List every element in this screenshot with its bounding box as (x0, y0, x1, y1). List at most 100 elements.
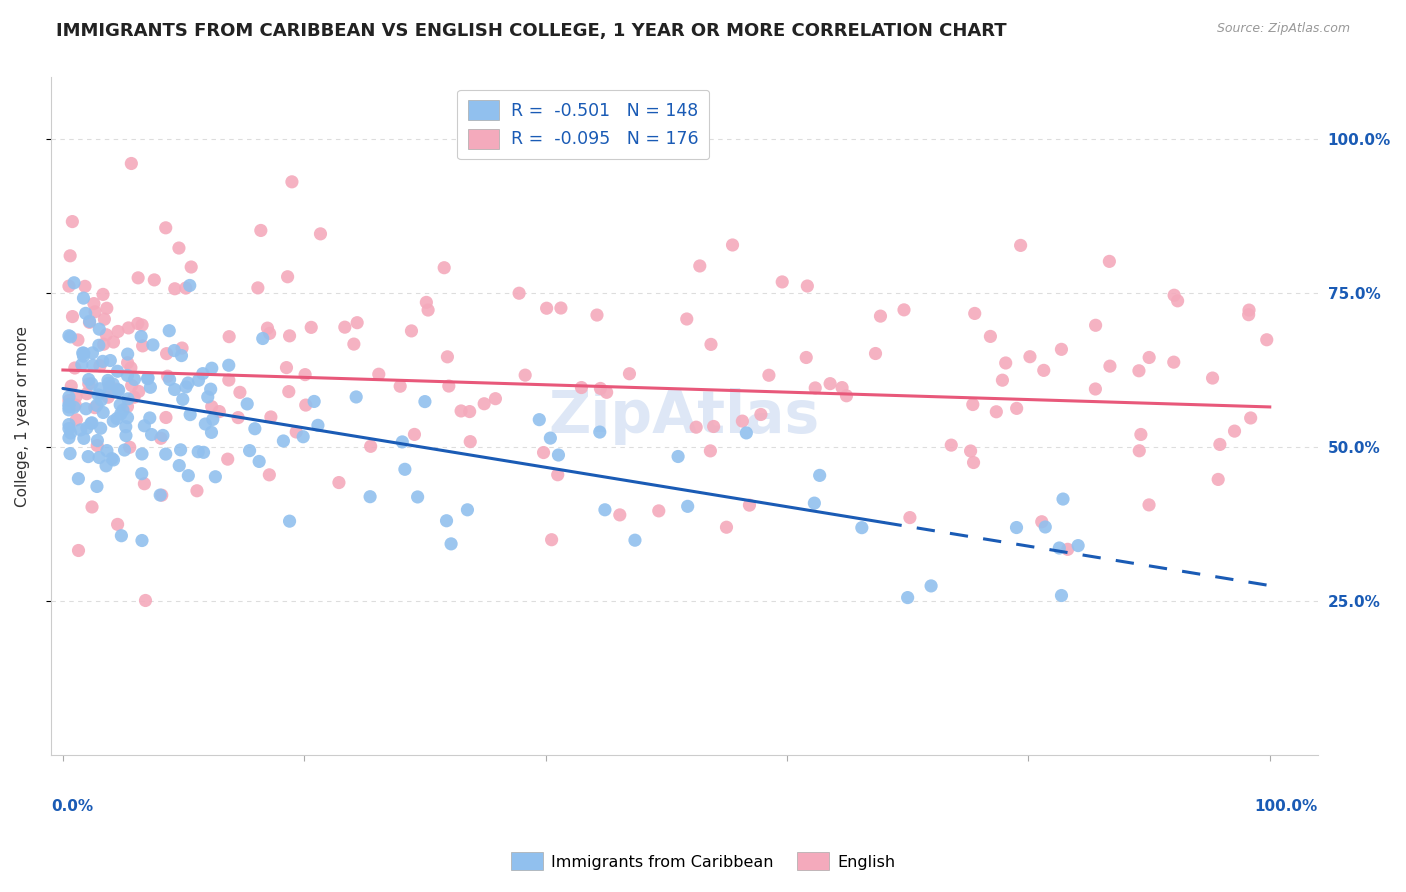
Point (401, 324, 423, 338)
Point (979, 329, 1001, 343)
Point (609, 508, 631, 522)
Point (155, 220, 177, 235)
Point (170, 341, 193, 355)
Point (98, 353, 121, 368)
Point (343, 337, 366, 351)
Point (415, 295, 437, 310)
Point (1019, 350, 1042, 364)
Point (721, 238, 744, 252)
Point (91, 354, 114, 368)
Point (120, 156, 142, 170)
Point (77, 376, 100, 391)
Point (86, 434, 108, 448)
Point (117, 368, 139, 383)
Point (58, 417, 80, 432)
Point (204, 469, 226, 483)
Point (91, 287, 114, 301)
Point (179, 278, 201, 293)
Point (1129, 427, 1152, 442)
Point (124, 372, 146, 386)
Point (276, 360, 298, 375)
Point (1209, 437, 1232, 451)
Text: 0.0%: 0.0% (51, 799, 93, 814)
Point (991, 373, 1014, 387)
Point (96, 301, 118, 316)
Point (70, 358, 93, 372)
Point (472, 397, 495, 411)
Point (1167, 293, 1189, 308)
Point (134, 593, 156, 607)
Point (200, 382, 222, 396)
Point (897, 591, 920, 605)
Point (803, 496, 825, 510)
Point (1050, 343, 1073, 357)
Point (256, 321, 278, 335)
Point (458, 404, 481, 418)
Point (1047, 541, 1070, 555)
Point (243, 422, 266, 436)
Point (163, 282, 186, 296)
Point (127, 270, 149, 285)
Point (808, 468, 831, 483)
Point (90, 421, 112, 435)
Point (1256, 333, 1278, 347)
Point (436, 514, 458, 528)
Point (170, 349, 193, 363)
Point (139, 380, 162, 394)
Point (73, 279, 96, 293)
Point (76, 421, 98, 435)
Point (898, 510, 921, 524)
Point (89, 450, 111, 465)
Point (328, 475, 350, 490)
Point (86, 439, 108, 453)
Point (1128, 443, 1150, 458)
Point (75, 401, 97, 416)
Point (115, 428, 138, 442)
Point (98, 379, 121, 393)
Point (84, 305, 107, 319)
Point (174, 281, 197, 295)
Point (152, 428, 174, 442)
Point (804, 381, 827, 395)
Point (851, 521, 873, 535)
Point (197, 390, 219, 404)
Point (294, 398, 316, 412)
Point (72, 349, 94, 363)
Point (163, 383, 186, 397)
Point (1032, 363, 1054, 377)
Point (139, 411, 162, 425)
Point (394, 462, 416, 476)
Point (1084, 318, 1107, 333)
Point (716, 520, 738, 534)
Text: Source: ZipAtlas.com: Source: ZipAtlas.com (1216, 22, 1350, 36)
Point (193, 445, 215, 459)
Point (893, 302, 915, 317)
Y-axis label: College, 1 year or more: College, 1 year or more (15, 326, 30, 507)
Point (129, 329, 152, 343)
Point (835, 389, 858, 403)
Point (758, 368, 780, 383)
Point (131, 339, 153, 353)
Point (179, 408, 201, 422)
Point (60, 214, 83, 228)
Point (77, 372, 100, 386)
Point (666, 450, 689, 464)
Point (186, 483, 208, 498)
Point (1240, 411, 1263, 425)
Point (247, 454, 270, 468)
Point (277, 384, 299, 399)
Point (90, 392, 112, 407)
Point (309, 227, 332, 241)
Point (962, 456, 984, 470)
Point (98, 384, 121, 399)
Point (277, 269, 299, 284)
Point (796, 279, 818, 293)
Point (831, 381, 853, 395)
Point (58, 390, 80, 404)
Point (180, 260, 202, 274)
Point (333, 320, 356, 334)
Point (413, 394, 436, 409)
Point (391, 434, 413, 449)
Point (1137, 498, 1160, 512)
Point (731, 414, 754, 428)
